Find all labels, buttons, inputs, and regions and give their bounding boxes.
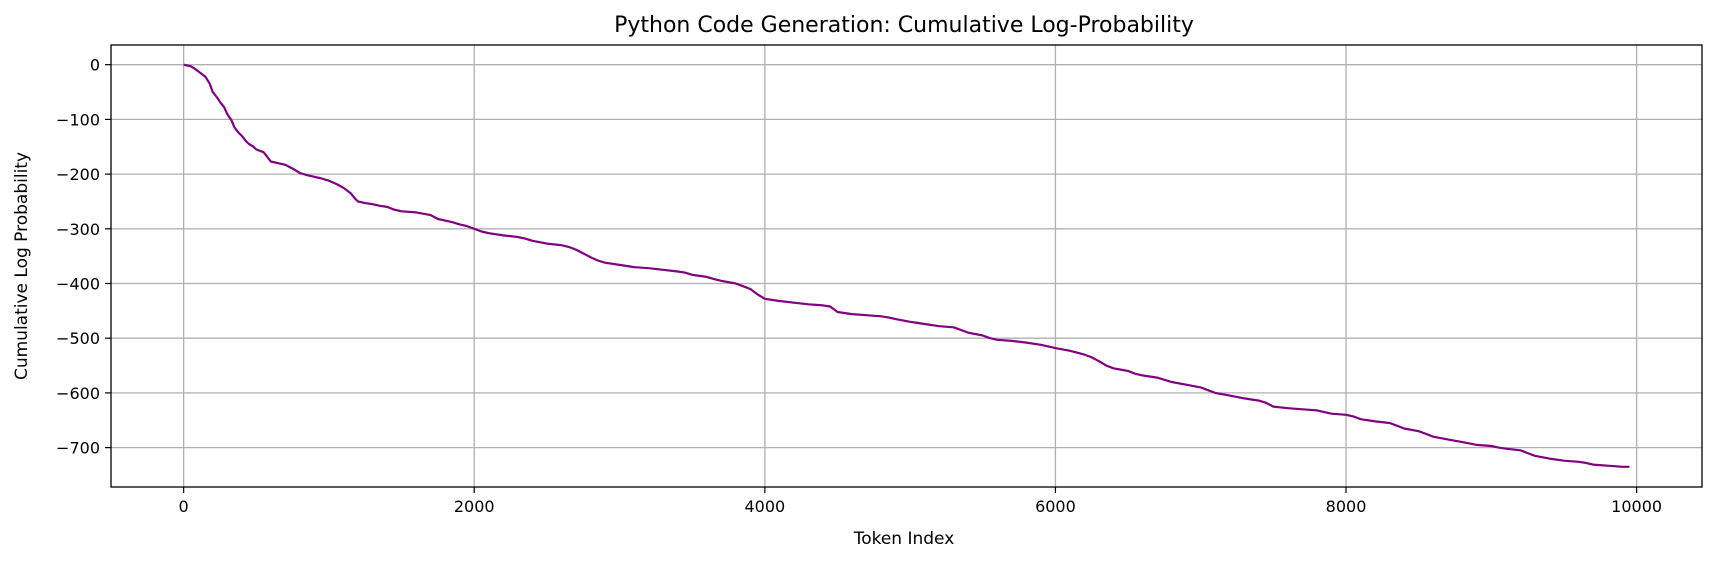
- y-axis-label: Cumulative Log Probability: [12, 152, 32, 380]
- y-tick-label: −100: [56, 110, 100, 129]
- x-tick-label: 0: [179, 497, 189, 516]
- x-tick-label: 4000: [744, 497, 785, 516]
- x-tick-label: 8000: [1326, 497, 1367, 516]
- plot-frame: [110, 44, 1703, 488]
- y-tick-label: −700: [56, 439, 100, 458]
- x-axis-label: Token Index: [853, 529, 955, 549]
- y-tick-label: 0: [90, 56, 100, 75]
- y-tick-label: −300: [56, 220, 100, 239]
- y-tick-label: −500: [56, 329, 100, 348]
- series-line: [183, 63, 1630, 468]
- y-tick-label: −200: [56, 165, 100, 184]
- y-tick-label: −600: [56, 384, 100, 403]
- x-tick-label: 2000: [454, 497, 495, 516]
- x-tick-label: 10000: [1611, 497, 1662, 516]
- x-axis-ticks: 0 2000 4000 6000 8000 10000: [179, 487, 1662, 516]
- y-tick-label: −400: [56, 275, 100, 294]
- y-axis-ticks: 0 −100 −200 −300 −400 −500 −600 −700: [56, 56, 111, 458]
- chart-title: Python Code Generation: Cumulative Log-P…: [614, 13, 1194, 38]
- grid-lines: [111, 45, 1702, 487]
- x-tick-label: 6000: [1035, 497, 1076, 516]
